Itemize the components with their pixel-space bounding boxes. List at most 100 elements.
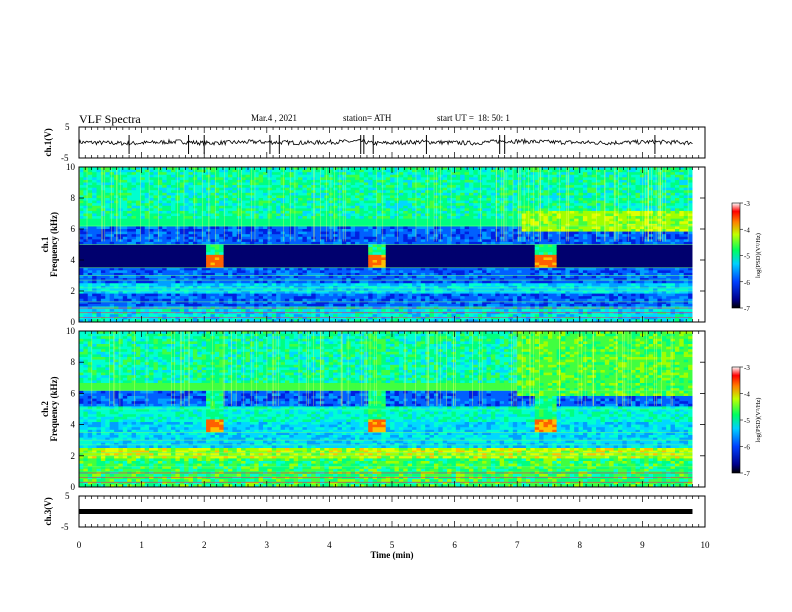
ch1-spec-cell bbox=[249, 265, 255, 269]
ch1-spec-cell bbox=[258, 167, 264, 170]
ch1-spec-cell bbox=[420, 309, 426, 313]
ch1-spec-cell bbox=[179, 203, 185, 207]
ch1-spec-cell bbox=[92, 301, 97, 305]
ch1-spec-cell bbox=[157, 203, 163, 207]
ch1-spec-cell bbox=[236, 210, 242, 214]
ch1-spec-cell bbox=[210, 283, 216, 287]
ch1-spec-cell bbox=[390, 236, 395, 240]
ch1-spec-cell bbox=[127, 187, 132, 191]
ch1-spec-cell bbox=[219, 319, 224, 323]
ch1-spec-cell bbox=[350, 182, 356, 186]
ch1-spec-cell bbox=[394, 278, 400, 282]
ch1-spec-cell bbox=[394, 185, 400, 189]
ch1-spec-cell bbox=[188, 177, 194, 181]
ch1-spec-cell bbox=[236, 262, 242, 266]
ch1-spec-cell bbox=[359, 182, 365, 186]
ch1-spec-cell bbox=[293, 293, 299, 297]
ch1-spec-cell bbox=[100, 182, 106, 186]
ch1-spec-cell bbox=[245, 198, 251, 201]
ch1-spec-cell bbox=[315, 319, 321, 323]
ch1-spec-cell bbox=[79, 252, 84, 256]
ch1-spec-cell bbox=[258, 280, 264, 284]
ch1-spec-cell bbox=[179, 288, 185, 292]
ch1-spec-cell bbox=[223, 316, 229, 320]
ch1-spec-cell bbox=[355, 216, 360, 220]
ch1-spec-cell bbox=[219, 239, 224, 243]
ch1-spec-cell bbox=[298, 169, 303, 173]
ch1-spec-cell bbox=[381, 221, 387, 225]
ch1-spec-cell bbox=[359, 192, 365, 196]
ch1-spec-cell bbox=[284, 190, 290, 194]
ch1-spec-cell bbox=[254, 190, 260, 194]
ch1-spec-cell bbox=[320, 177, 325, 181]
ch1-spec-cell bbox=[219, 249, 224, 253]
ch1-spec-cell bbox=[153, 267, 159, 271]
ch1-spec-cell bbox=[359, 254, 365, 258]
ch1-spec-cell bbox=[284, 278, 290, 282]
ch1-spec-cell bbox=[92, 200, 97, 204]
ch1-spec-cell bbox=[267, 221, 273, 225]
ch1-spec-cell bbox=[385, 226, 391, 230]
ch1-spec-cell bbox=[372, 241, 378, 245]
ch1-spec-cell bbox=[320, 190, 325, 194]
ch1-spec-cell bbox=[368, 205, 373, 209]
ch1-spec-cell bbox=[192, 303, 198, 307]
ch1-spec-cell bbox=[267, 179, 273, 183]
ch1-spec-cell bbox=[166, 177, 172, 181]
ch1-spec-cell bbox=[271, 314, 277, 318]
ch1-spec-cell bbox=[403, 244, 409, 248]
ch1-spec-cell bbox=[188, 267, 194, 271]
ch1-spec-cell bbox=[241, 244, 246, 248]
ch1-spec-cell bbox=[105, 298, 111, 302]
ch1-spec-cell bbox=[197, 252, 203, 256]
ch1-spec-cell bbox=[368, 285, 373, 289]
ch1-spec-cell bbox=[276, 210, 281, 214]
ch1-spec-cell bbox=[258, 185, 264, 189]
ch1-spec-cell bbox=[157, 303, 163, 307]
ch1-spec-cell bbox=[92, 231, 97, 235]
ch1-spec-cell bbox=[284, 234, 290, 238]
ch1-spec-cell bbox=[92, 254, 97, 258]
ch1-spec-cell bbox=[363, 249, 369, 253]
ch1-spec-cell bbox=[153, 187, 159, 191]
ch1-spec-cell bbox=[385, 218, 391, 222]
ch1-spec-cell bbox=[114, 283, 119, 287]
ch1-spec-cell bbox=[249, 288, 255, 292]
ch1-spec-cell bbox=[368, 301, 373, 305]
ch1-spec-cell bbox=[359, 241, 365, 245]
ch1-spec-cell bbox=[179, 179, 185, 183]
ch1-spec-cell bbox=[83, 210, 89, 214]
ch1-spec-cell bbox=[350, 167, 356, 170]
ch1-spec-cell bbox=[96, 247, 102, 251]
ch1-spec-cell bbox=[214, 198, 220, 201]
ch1-spec-cell bbox=[232, 221, 238, 225]
ch1-spec-cell bbox=[350, 265, 356, 269]
ch1-spec-cell bbox=[311, 172, 317, 176]
ch1-spec-cell bbox=[219, 179, 224, 183]
ch1-spec-cell bbox=[298, 198, 303, 201]
ch1-spec-cell bbox=[197, 179, 203, 183]
ch1-spec-cell bbox=[149, 236, 154, 240]
ch1-spec-cell bbox=[298, 301, 303, 305]
ch1-spec-cell bbox=[223, 198, 229, 201]
ch1-spec-cell bbox=[337, 280, 343, 284]
ch1-spec-cell bbox=[210, 278, 216, 282]
ch1-spec-cell bbox=[87, 319, 93, 323]
ch1-spec-cell bbox=[320, 280, 325, 284]
ch1-spec-cell bbox=[416, 247, 422, 251]
ch1-spec-cell bbox=[162, 221, 168, 225]
ch1-spec-cell bbox=[83, 283, 89, 287]
ch1-spec-cell bbox=[328, 278, 334, 282]
ch1-spec-cell bbox=[289, 229, 295, 232]
ch1-spec-cell bbox=[118, 195, 124, 199]
ch1-spec-cell bbox=[298, 182, 303, 186]
ch1-spec-cell bbox=[122, 254, 128, 258]
ch1-spec-cell bbox=[232, 254, 238, 258]
ch1-spec-cell bbox=[144, 265, 150, 269]
ch1-spec-cell bbox=[166, 283, 172, 287]
ch1-spec-cell bbox=[92, 267, 97, 271]
ch1-spec-cell bbox=[227, 167, 233, 170]
ch1-spec-cell bbox=[100, 216, 106, 220]
ch1-spec-cell bbox=[293, 285, 299, 289]
ch1-spec-cell bbox=[227, 229, 233, 232]
